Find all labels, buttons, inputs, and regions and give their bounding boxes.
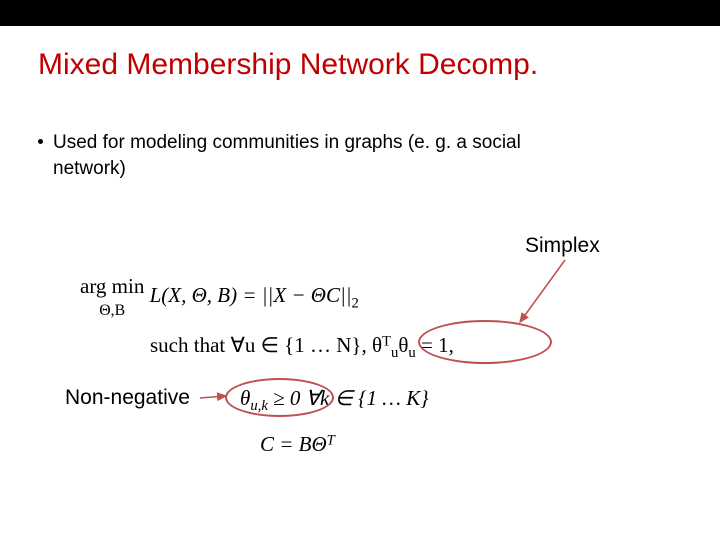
arrow-nonneg <box>200 396 226 398</box>
annotation-arrows <box>0 0 720 540</box>
arrow-simplex <box>520 260 565 322</box>
slide: Mixed Membership Network Decomp. Used fo… <box>0 0 720 540</box>
